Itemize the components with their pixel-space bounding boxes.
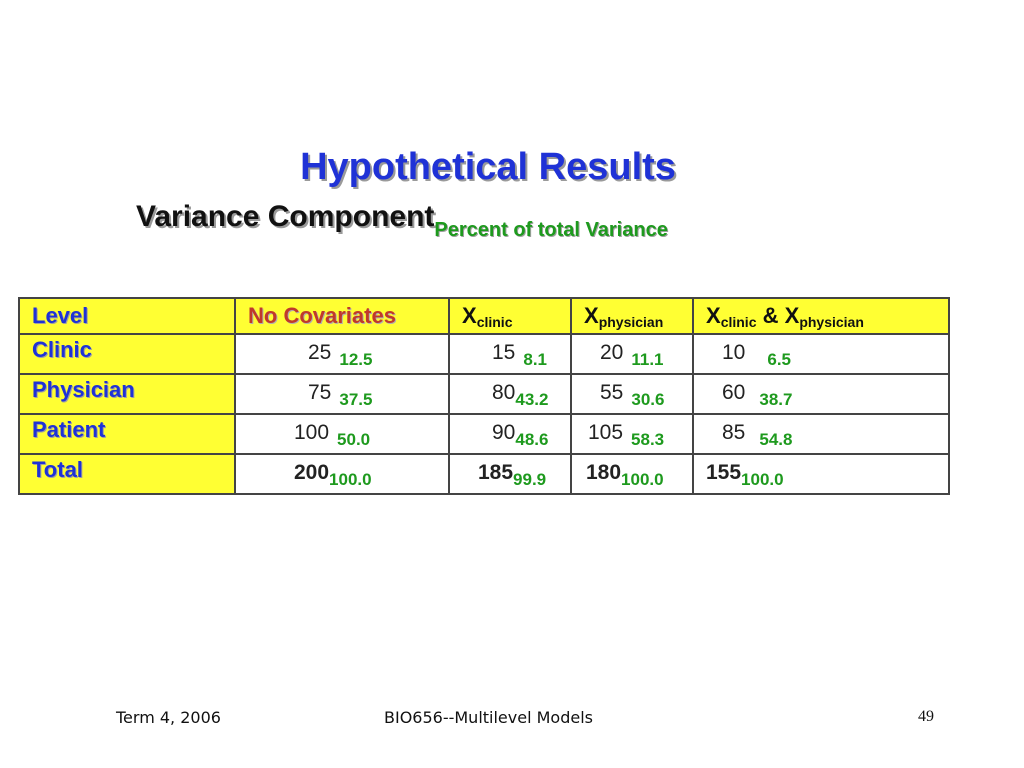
footer-term: Term 4, 2006 bbox=[116, 708, 221, 727]
table-cell: 10 6.5 bbox=[692, 333, 950, 375]
cell-percent: 30.6 bbox=[631, 390, 665, 409]
cell-value: 55 bbox=[600, 381, 624, 404]
header-clinic-sub: clinic bbox=[476, 314, 513, 330]
header-physician-sub: physician bbox=[799, 314, 864, 330]
cell-value: 60 bbox=[722, 381, 746, 404]
header-x-letter: X bbox=[784, 303, 800, 328]
cell-value: 200 bbox=[294, 461, 330, 484]
table-cell: 75 37.5 bbox=[234, 373, 450, 415]
cell-percent: 37.5 bbox=[339, 390, 373, 409]
table-cell: 105 58.3 bbox=[570, 413, 694, 455]
cell-percent: 8.1 bbox=[523, 350, 547, 369]
header-clinic-sub: clinic bbox=[720, 314, 757, 330]
table-cell: 15 8.1 bbox=[448, 333, 572, 375]
cell-value: 25 bbox=[308, 341, 332, 364]
row-label-patient: Patient bbox=[18, 413, 236, 455]
cell-percent: 99.9 bbox=[513, 470, 547, 489]
table-cell: 9048.6 bbox=[448, 413, 572, 455]
header-x-clinic: Xclinic bbox=[448, 297, 572, 335]
cell-percent: 50.0 bbox=[337, 430, 371, 449]
header-level: Level bbox=[18, 297, 236, 335]
table-cell: 60 38.7 bbox=[692, 373, 950, 415]
cell-value: 185 bbox=[478, 461, 514, 484]
table-cell: 200100.0 bbox=[234, 453, 450, 495]
cell-value: 105 bbox=[588, 421, 624, 444]
cell-percent: 100.0 bbox=[621, 470, 664, 489]
cell-percent: 58.3 bbox=[631, 430, 665, 449]
table-cell: 180100.0 bbox=[570, 453, 694, 495]
table-cell: 25 12.5 bbox=[234, 333, 450, 375]
table-row: Physician 75 37.5 8043.2 55 30.6 60 38.7 bbox=[18, 373, 950, 415]
cell-value: 15 bbox=[492, 341, 516, 364]
header-amp: & bbox=[762, 303, 779, 328]
cell-percent: 100.0 bbox=[329, 470, 372, 489]
header-physician-sub: physician bbox=[598, 314, 664, 330]
table-row: Clinic 25 12.5 15 8.1 20 11.1 10 6.5 bbox=[18, 333, 950, 375]
cell-value: 180 bbox=[586, 461, 622, 484]
cell-percent: 11.1 bbox=[631, 350, 664, 369]
table-cell: 100 50.0 bbox=[234, 413, 450, 455]
cell-percent: 54.8 bbox=[759, 430, 793, 449]
table-row: Patient 100 50.0 9048.6 105 58.3 85 54.8 bbox=[18, 413, 950, 455]
table-cell: 55 30.6 bbox=[570, 373, 694, 415]
cell-value: 85 bbox=[722, 421, 746, 444]
row-label-total: Total bbox=[18, 453, 236, 495]
variance-table: Level No Covariates Xclinic Xphysician X… bbox=[18, 297, 950, 495]
cell-percent: 6.5 bbox=[767, 350, 791, 369]
cell-value: 100 bbox=[294, 421, 330, 444]
table-cell: 20 11.1 bbox=[570, 333, 694, 375]
subtitle-main: Variance Component bbox=[136, 200, 435, 233]
cell-percent: 12.5 bbox=[339, 350, 373, 369]
row-label-clinic: Clinic bbox=[18, 333, 236, 375]
header-x-letter: X bbox=[706, 303, 721, 328]
cell-value: 90 bbox=[492, 421, 516, 444]
cell-percent: 48.6 bbox=[515, 430, 549, 449]
table-cell: 18599.9 bbox=[448, 453, 572, 495]
table-cell: 85 54.8 bbox=[692, 413, 950, 455]
footer-page-number: 49 bbox=[918, 708, 934, 725]
cell-percent: 38.7 bbox=[759, 390, 793, 409]
table-header-row: Level No Covariates Xclinic Xphysician X… bbox=[18, 297, 950, 335]
cell-percent: 100.0 bbox=[741, 470, 784, 489]
header-x-letter: X bbox=[462, 303, 477, 328]
header-x-clinic-and-physician: Xclinic & Xphysician bbox=[692, 297, 950, 335]
subtitle-small: Percent of total Variance bbox=[434, 219, 668, 241]
table-cell: 8043.2 bbox=[448, 373, 572, 415]
cell-value: 80 bbox=[492, 381, 516, 404]
row-label-physician: Physician bbox=[18, 373, 236, 415]
slide-subtitle: Variance ComponentPercent of total Varia… bbox=[136, 200, 668, 241]
header-x-physician: Xphysician bbox=[570, 297, 694, 335]
header-x-letter: X bbox=[584, 303, 599, 328]
footer-course: BIO656--Multilevel Models bbox=[384, 708, 593, 727]
cell-value: 20 bbox=[600, 341, 624, 364]
slide-title: Hypothetical Results bbox=[300, 146, 676, 188]
header-no-covariates: No Covariates bbox=[234, 297, 450, 335]
cell-value: 10 bbox=[722, 341, 746, 364]
cell-value: 75 bbox=[308, 381, 332, 404]
cell-value: 155 bbox=[706, 461, 742, 484]
table-row-total: Total 200100.0 18599.9 180100.0 155100.0 bbox=[18, 453, 950, 495]
table-cell: 155100.0 bbox=[692, 453, 950, 495]
cell-percent: 43.2 bbox=[515, 390, 549, 409]
